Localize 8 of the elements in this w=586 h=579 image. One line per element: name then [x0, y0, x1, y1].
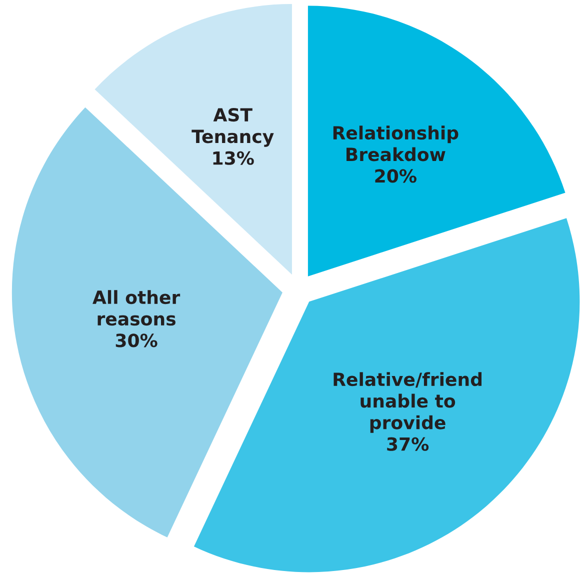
data-label: 30%: [116, 334, 158, 348]
slice-label: Relative/friend unable to provide: [334, 372, 482, 433]
slice-label: All other reasons: [92, 290, 180, 326]
data-label: 13%: [213, 151, 254, 165]
data-label: 37%: [387, 437, 429, 451]
slice-label: Relationship Breakdow: [333, 126, 458, 162]
slice-label: AST Tenancy: [192, 108, 274, 147]
data-label: 20%: [375, 169, 416, 183]
